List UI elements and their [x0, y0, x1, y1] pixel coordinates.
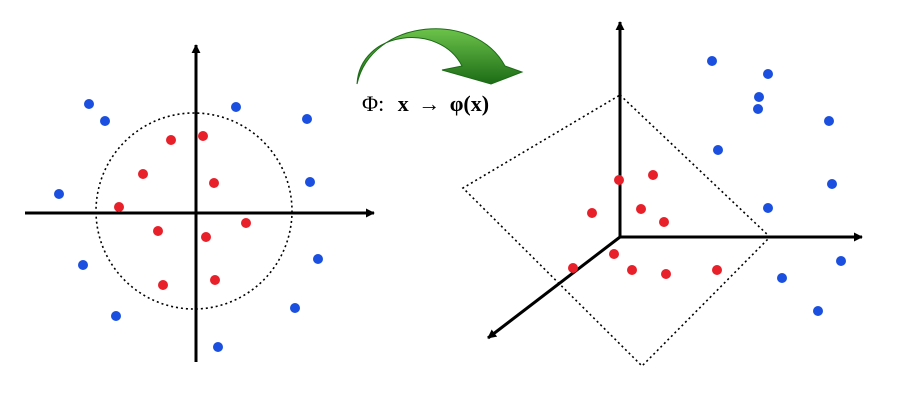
right-outer-point	[777, 273, 787, 283]
left-inner-point	[209, 178, 219, 188]
right-inner-point	[661, 269, 671, 279]
right-outer-point	[707, 56, 717, 66]
input-space-panel	[25, 44, 375, 362]
left-inner-point	[241, 218, 251, 228]
right-outer-point	[813, 306, 823, 316]
left-outer-point	[305, 177, 315, 187]
right-outer-point	[836, 256, 846, 266]
circular-decision-boundary	[95, 112, 293, 310]
left-inner-point	[138, 169, 148, 179]
right-points-group	[568, 56, 846, 316]
right-inner-point	[587, 208, 597, 218]
right-inner-point	[568, 263, 578, 273]
left-outer-point	[302, 114, 312, 124]
transform-arrow-group: Φ: x → φ(x)	[356, 28, 524, 116]
curved-arrow-icon	[356, 28, 524, 85]
right-outer-point	[763, 69, 773, 79]
mapping-target: φ(x)	[450, 91, 489, 116]
right-outer-point	[763, 203, 773, 213]
right-outer-point	[753, 104, 763, 114]
right-outer-point	[754, 92, 764, 102]
left-outer-point	[54, 189, 64, 199]
right-inner-point	[627, 265, 637, 275]
left-outer-point	[84, 99, 94, 109]
mapping-source: x	[398, 91, 409, 116]
mapping-arrow: →	[418, 91, 440, 116]
left-outer-point	[111, 311, 121, 321]
right-outer-point	[827, 179, 837, 189]
mapping-phi: Φ:	[362, 91, 384, 116]
left-points-group	[54, 99, 323, 352]
right-inner-point	[614, 175, 624, 185]
left-outer-point	[100, 116, 110, 126]
right-outer-point	[713, 145, 723, 155]
left-inner-point	[198, 131, 208, 141]
right-outer-point	[824, 116, 834, 126]
right-inner-point	[609, 249, 619, 259]
left-outer-point	[78, 260, 88, 270]
right-inner-point	[659, 217, 669, 227]
right-depth-axis	[487, 235, 621, 340]
left-inner-point	[158, 280, 168, 290]
mapping-label: Φ: x → φ(x)	[362, 91, 489, 116]
left-outer-point	[231, 102, 241, 112]
right-inner-point	[636, 204, 646, 214]
right-inner-point	[712, 265, 722, 275]
left-inner-point	[166, 135, 176, 145]
left-outer-point	[313, 254, 323, 264]
left-inner-point	[201, 232, 211, 242]
separating-hyperplane	[461, 94, 772, 368]
feature-space-panel	[461, 21, 863, 368]
left-outer-point	[213, 342, 223, 352]
left-inner-point	[210, 275, 220, 285]
left-inner-point	[153, 226, 163, 236]
left-outer-point	[290, 303, 300, 313]
right-inner-point	[648, 170, 658, 180]
left-inner-point	[114, 202, 124, 212]
